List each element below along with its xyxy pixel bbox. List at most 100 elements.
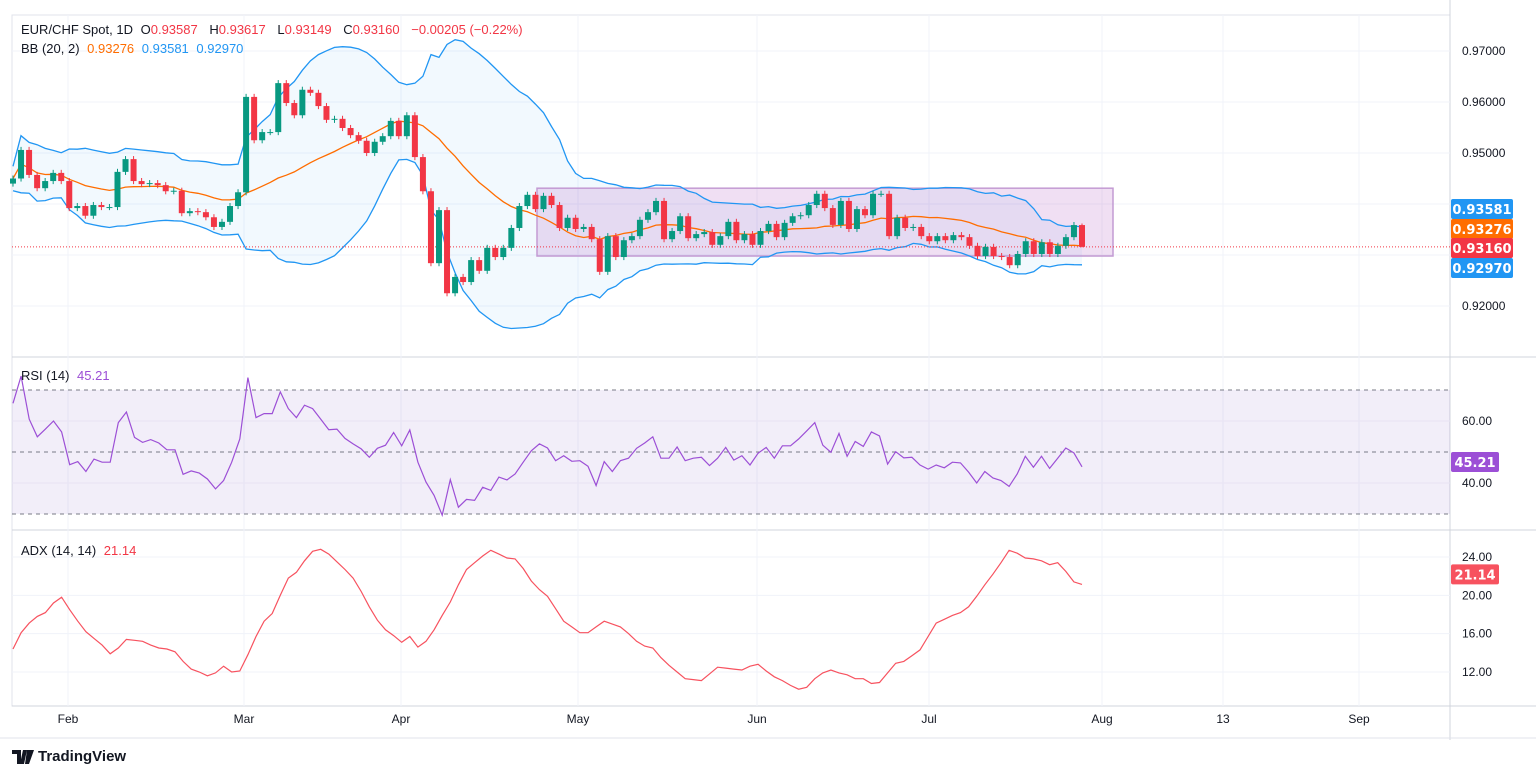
symbol-title[interactable]: EUR/CHF Spot, 1D: [21, 22, 133, 37]
candle-body: [299, 89, 306, 116]
price-badge-label: 0.92970: [1452, 262, 1511, 277]
candle: [749, 231, 756, 248]
candle: [781, 219, 788, 241]
candle: [299, 86, 306, 119]
candle-body: [886, 193, 893, 237]
candle-body: [516, 206, 523, 228]
x-tick-label: Apr: [392, 712, 411, 726]
close-value: 0.93160: [352, 22, 400, 37]
candle-body: [861, 209, 868, 216]
candle-body: [556, 205, 563, 228]
candle-body: [701, 232, 708, 235]
candle: [974, 242, 981, 260]
rsi-tick-label: 40.00: [1462, 476, 1492, 490]
candle-body: [331, 118, 338, 120]
candle: [460, 273, 467, 286]
candle-body: [508, 227, 515, 248]
candle-body: [548, 195, 555, 206]
candle-body: [194, 211, 201, 213]
candle-body: [572, 217, 579, 229]
candle-body: [540, 195, 547, 210]
price-badge-label: 0.93276: [1452, 223, 1511, 238]
candle: [58, 169, 65, 185]
candle: [572, 214, 579, 233]
rsi-line: [12, 375, 1083, 518]
candle: [435, 207, 442, 267]
candle-body: [757, 231, 764, 245]
candle: [741, 231, 748, 244]
high-value: 0.93617: [218, 22, 266, 37]
adx-line: [12, 548, 1083, 690]
price-tick-label: 0.95000: [1462, 146, 1506, 160]
candle: [194, 208, 201, 216]
candle-body: [693, 234, 700, 239]
candle-body: [661, 200, 668, 240]
candle: [556, 201, 563, 232]
candle-body: [146, 183, 153, 185]
candle-body: [114, 171, 121, 208]
candle-body: [82, 206, 89, 216]
adx-label[interactable]: ADX (14, 14): [21, 543, 97, 558]
candle: [283, 80, 290, 107]
candle-body: [1079, 225, 1085, 247]
adx-badge-label: 21.14: [1454, 568, 1495, 583]
candle: [1014, 250, 1021, 269]
candle: [403, 112, 410, 140]
candle-body: [717, 236, 724, 245]
candle: [476, 257, 483, 274]
candle-body: [98, 205, 105, 208]
x-tick-label: Jul: [921, 712, 936, 726]
candle-body: [323, 106, 330, 120]
rsi-pane: [12, 375, 1450, 518]
candle-body: [765, 223, 772, 232]
grid: [0, 0, 1536, 740]
candle-body: [492, 247, 499, 258]
candle-body: [805, 205, 812, 216]
bb-label[interactable]: BB (20, 2): [21, 41, 80, 56]
x-tick-label: May: [567, 712, 590, 726]
candle: [154, 180, 161, 189]
candle-body: [1006, 257, 1013, 266]
candle: [717, 233, 724, 248]
rsi-band: [12, 390, 1450, 514]
candle: [861, 206, 868, 219]
tradingview-logo[interactable]: TradingView: [12, 748, 126, 765]
candle: [363, 137, 370, 157]
candle: [628, 233, 635, 244]
candle-body: [10, 178, 16, 184]
close-label: C: [343, 22, 353, 37]
rsi-label[interactable]: RSI (14): [21, 368, 70, 383]
x-tick-label: Feb: [58, 712, 79, 726]
candle: [532, 191, 539, 213]
candle-body: [74, 206, 81, 209]
candle: [444, 207, 451, 297]
candle: [114, 168, 121, 211]
candle-body: [789, 216, 796, 223]
candle-body: [813, 193, 820, 206]
candle: [701, 228, 708, 238]
price-tick-label: 0.92000: [1462, 299, 1506, 313]
candle: [1062, 234, 1069, 249]
candle: [604, 233, 611, 275]
candle-body: [315, 92, 322, 107]
candle: [98, 201, 105, 211]
rsi-legend: RSI (14) 45.21: [21, 368, 114, 383]
candle: [339, 115, 346, 132]
candle: [870, 190, 877, 219]
candle: [186, 208, 193, 217]
candle-body: [669, 231, 676, 240]
candle: [620, 237, 627, 261]
price-badge: [1451, 219, 1513, 239]
candle: [653, 197, 660, 216]
candle-body: [379, 136, 386, 142]
candle: [1070, 222, 1077, 241]
candle: [26, 146, 33, 178]
candle-body: [1054, 245, 1061, 254]
brand-name: TradingView: [38, 748, 127, 765]
candle-body: [251, 96, 258, 141]
candle: [267, 129, 274, 136]
candle: [218, 218, 225, 231]
candle: [251, 93, 258, 144]
candle-body: [468, 260, 475, 283]
